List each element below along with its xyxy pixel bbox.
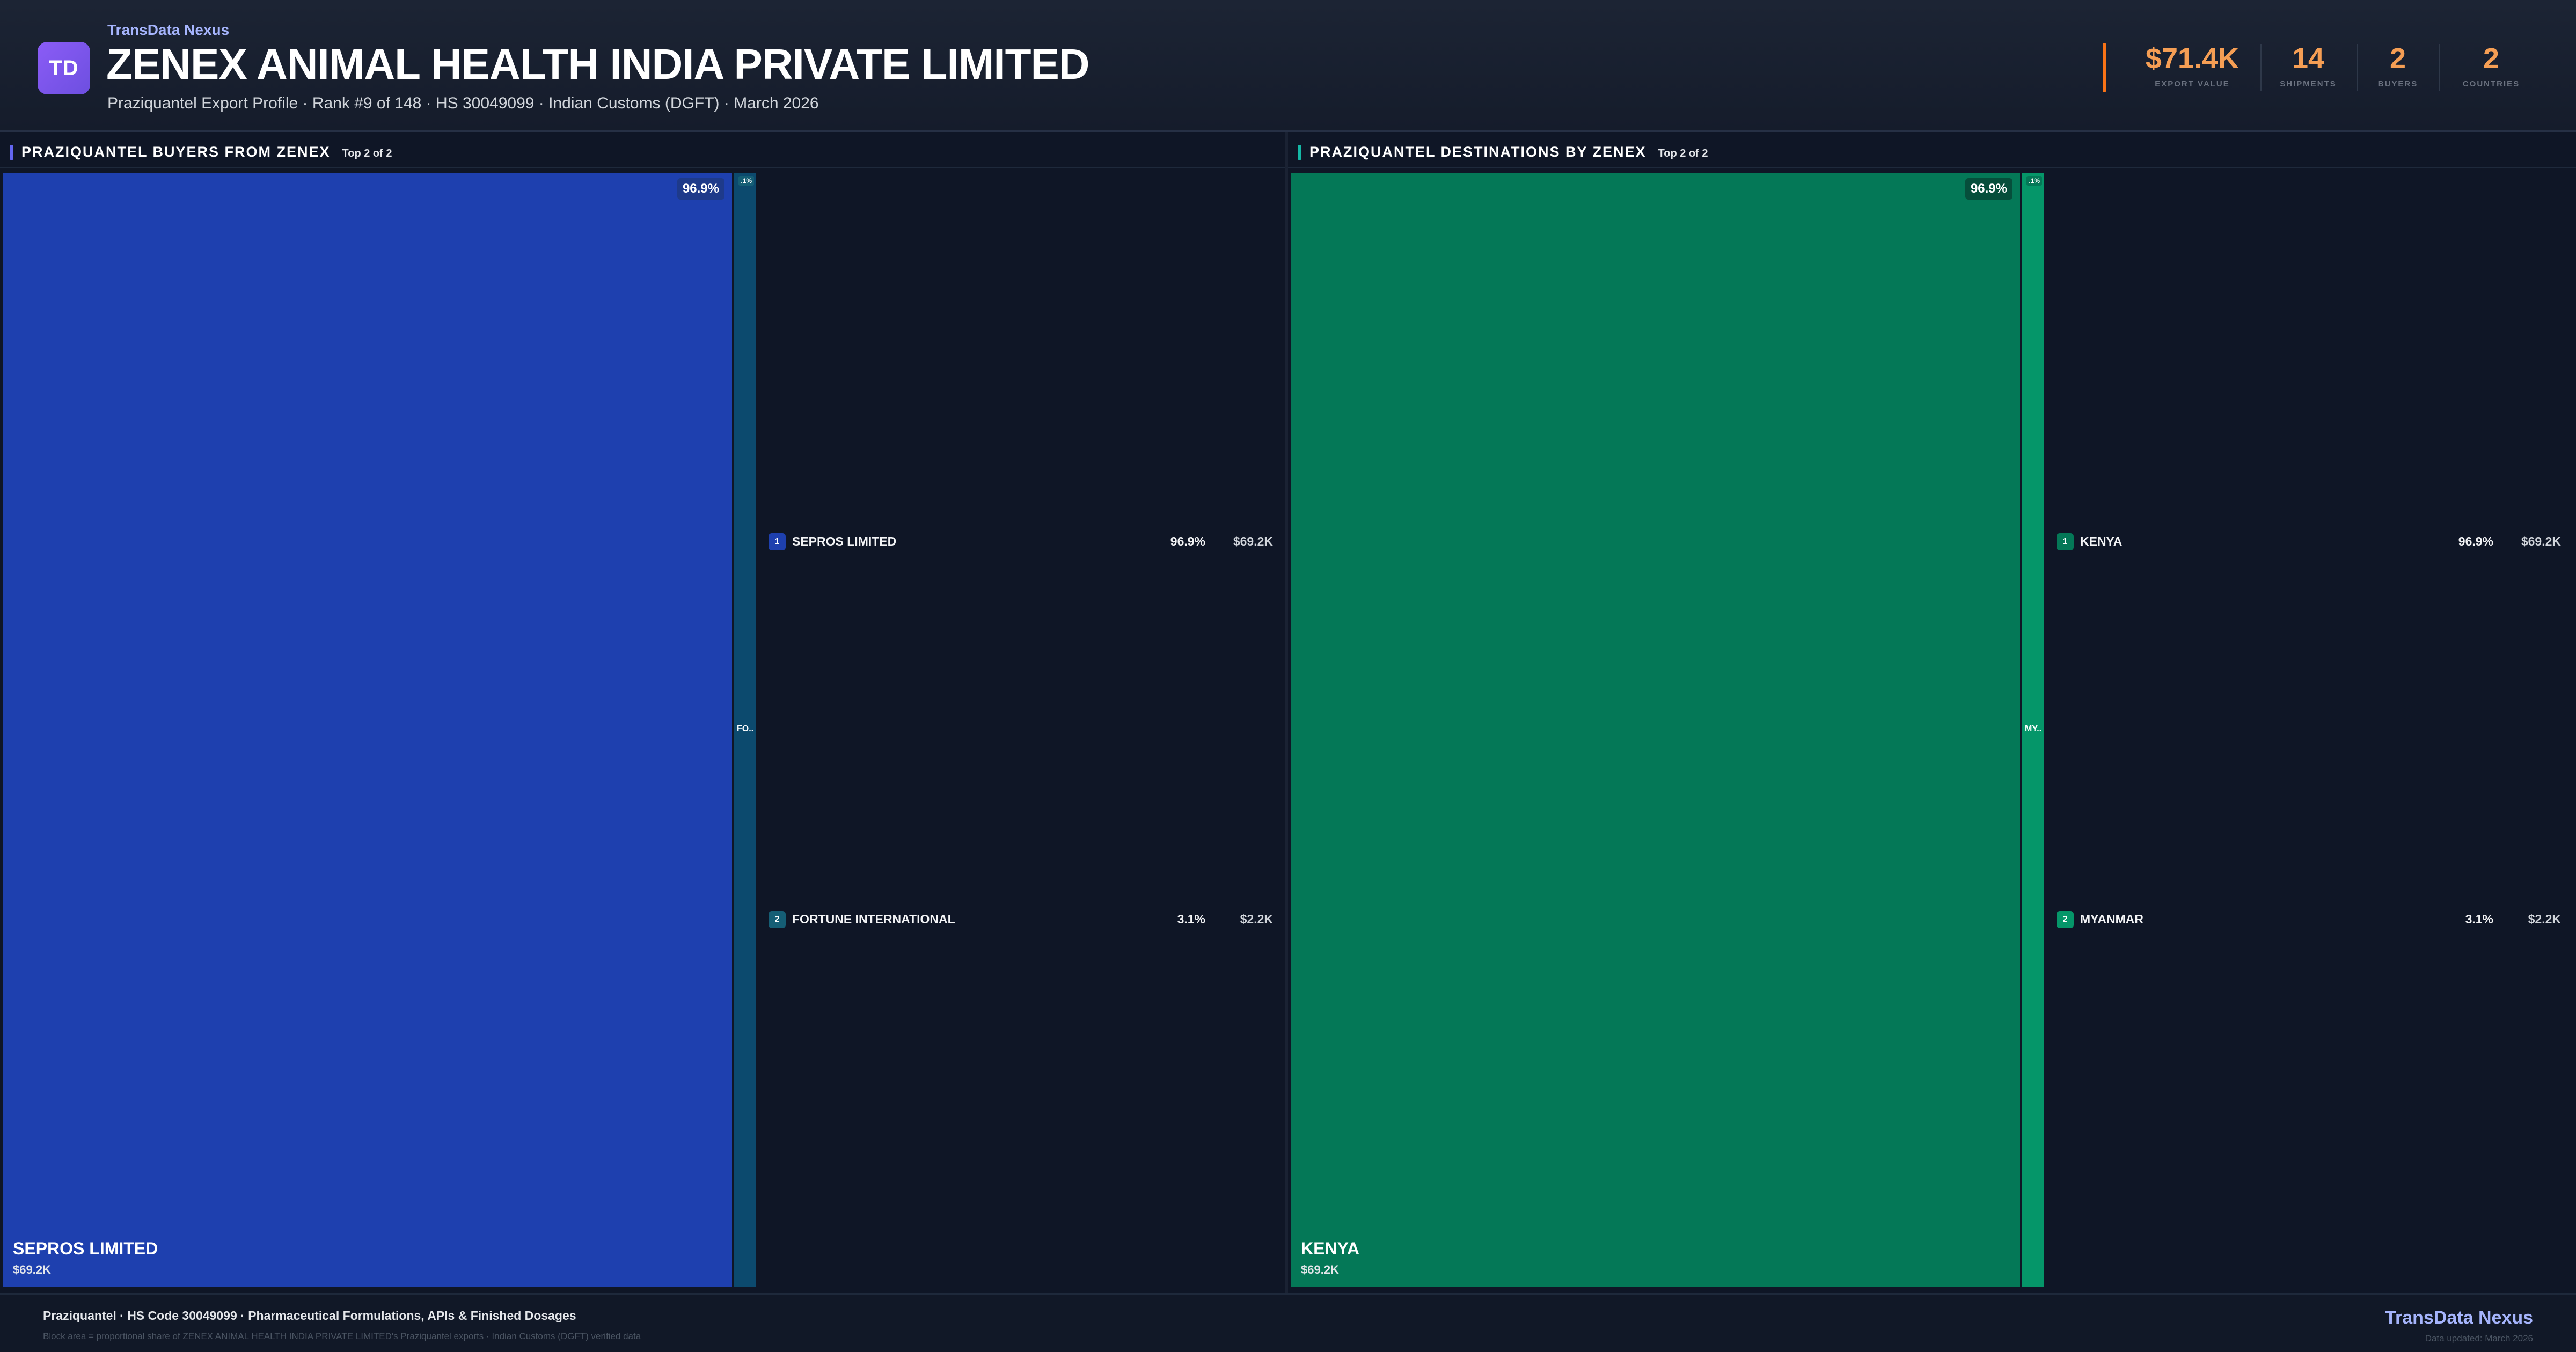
panel-top-count: Top 2 of 2	[342, 148, 392, 159]
panel-header: PRAZIQUANTEL DESTINATIONS BY ZENEX Top 2 …	[1288, 132, 2576, 168]
block-label: SEPROS LIMITED	[13, 1239, 158, 1258]
kpi-value: 2	[2389, 42, 2406, 75]
list-item[interactable]: 1 KENYA 96.9% $69.2K	[2057, 531, 2561, 553]
kpi-label: BUYERS	[2377, 79, 2418, 89]
panel-title: PRAZIQUANTEL DESTINATIONS BY ZENEX Top 2 …	[1309, 144, 1708, 160]
rank-badge: 2	[769, 911, 786, 928]
panel-title-text: PRAZIQUANTEL DESTINATIONS BY ZENEX	[1309, 144, 1646, 160]
treemap-block-kenya[interactable]: 96.9% KENYA $69.2K	[1291, 173, 2020, 1287]
kpi-countries: 2 COUNTRIES	[2448, 43, 2534, 92]
kpi-separator	[2439, 44, 2440, 91]
footer-updated: Data updated: March 2026	[2425, 1333, 2533, 1343]
item-value: $69.2K	[1233, 534, 1273, 548]
share-badge: 96.9%	[677, 178, 724, 200]
footer-note: Block area = proportional share of ZENEX…	[43, 1331, 641, 1341]
item-name: SEPROS LIMITED	[792, 534, 897, 548]
block-label: MY..	[2025, 724, 2042, 733]
kpi-value: 14	[2292, 42, 2325, 75]
page-subtitle: Praziquantel Export Profile · Rank #9 of…	[107, 94, 819, 112]
kpi-label: COUNTRIES	[2462, 79, 2520, 89]
treemap-block-sepros-limited[interactable]: 96.9% SEPROS LIMITED $69.2K	[3, 173, 732, 1287]
item-share: 3.1%	[2465, 912, 2493, 926]
item-name: FORTUNE INTERNATIONAL	[792, 912, 955, 926]
rank-badge: 1	[769, 533, 786, 550]
item-value: $2.2K	[1240, 912, 1273, 926]
item-share: 96.9%	[2458, 534, 2493, 548]
share-badge: .1%	[2026, 176, 2042, 186]
item-share: 96.9%	[1170, 534, 1205, 548]
block-value: $69.2K	[13, 1263, 51, 1276]
block-value: $69.2K	[1301, 1263, 1339, 1276]
kpi-label: SHIPMENTS	[2280, 79, 2337, 89]
destinations-panel: PRAZIQUANTEL DESTINATIONS BY ZENEX Top 2 …	[1288, 132, 2576, 1293]
panel-title: PRAZIQUANTEL BUYERS FROM ZENEX Top 2 of 2	[21, 144, 392, 160]
kpi-separator	[2260, 44, 2262, 91]
page-title: ZENEX ANIMAL HEALTH INDIA PRIVATE LIMITE…	[106, 40, 1090, 88]
list-item[interactable]: 1 SEPROS LIMITED 96.9% $69.2K	[769, 531, 1273, 553]
buyers-panel: PRAZIQUANTEL BUYERS FROM ZENEX Top 2 of 2…	[0, 132, 1285, 1293]
share-badge: .1%	[738, 176, 754, 186]
list-item[interactable]: 2 FORTUNE INTERNATIONAL 3.1% $2.2K	[769, 909, 1273, 930]
item-name: MYANMAR	[2080, 912, 2143, 926]
item-value: $69.2K	[2521, 534, 2561, 548]
kpi-shipments: 14 SHIPMENTS	[2268, 43, 2348, 92]
panel-accent-bar	[10, 145, 13, 160]
kpi-buyers: 2 BUYERS	[2366, 43, 2430, 92]
item-name: KENYA	[2080, 534, 2123, 548]
panel-title-text: PRAZIQUANTEL BUYERS FROM ZENEX	[21, 144, 331, 160]
panel-divider	[1285, 132, 1288, 1293]
kpi-value: $71.4K	[2145, 42, 2240, 75]
treemap-block-myanmar[interactable]: .1% MY..	[2022, 173, 2044, 1287]
block-label: KENYA	[1301, 1239, 1360, 1258]
kpi-export-value: $71.4K EXPORT VALUE	[2131, 43, 2254, 92]
kpi-label: EXPORT VALUE	[2155, 79, 2230, 89]
panel-header: PRAZIQUANTEL BUYERS FROM ZENEX Top 2 of 2	[0, 132, 1285, 168]
kpi-separator	[2357, 44, 2358, 91]
rank-badge: 1	[2057, 533, 2074, 550]
brand-name[interactable]: TransData Nexus	[107, 21, 230, 38]
kpi-accent-bar	[2103, 43, 2106, 92]
block-label: FO..	[737, 724, 754, 733]
item-value: $2.2K	[2528, 912, 2561, 926]
page-footer: Praziquantel · HS Code 30049099 · Pharma…	[0, 1293, 2576, 1352]
rank-badge: 2	[2057, 911, 2074, 928]
kpi-value: 2	[2483, 42, 2500, 75]
footer-brand[interactable]: TransData Nexus	[2385, 1307, 2533, 1328]
treemap-block-fortune-international[interactable]: .1% FO..	[734, 173, 756, 1287]
share-badge: 96.9%	[1965, 178, 2012, 200]
panel-accent-bar	[1298, 145, 1301, 160]
page-header: TD TransData Nexus ZENEX ANIMAL HEALTH I…	[0, 0, 2576, 132]
panel-top-count: Top 2 of 2	[1658, 148, 1708, 159]
list-item[interactable]: 2 MYANMAR 3.1% $2.2K	[2057, 909, 2561, 930]
item-share: 3.1%	[1177, 912, 1205, 926]
footer-product-line: Praziquantel · HS Code 30049099 · Pharma…	[43, 1309, 576, 1322]
brand-logo: TD	[38, 42, 90, 94]
